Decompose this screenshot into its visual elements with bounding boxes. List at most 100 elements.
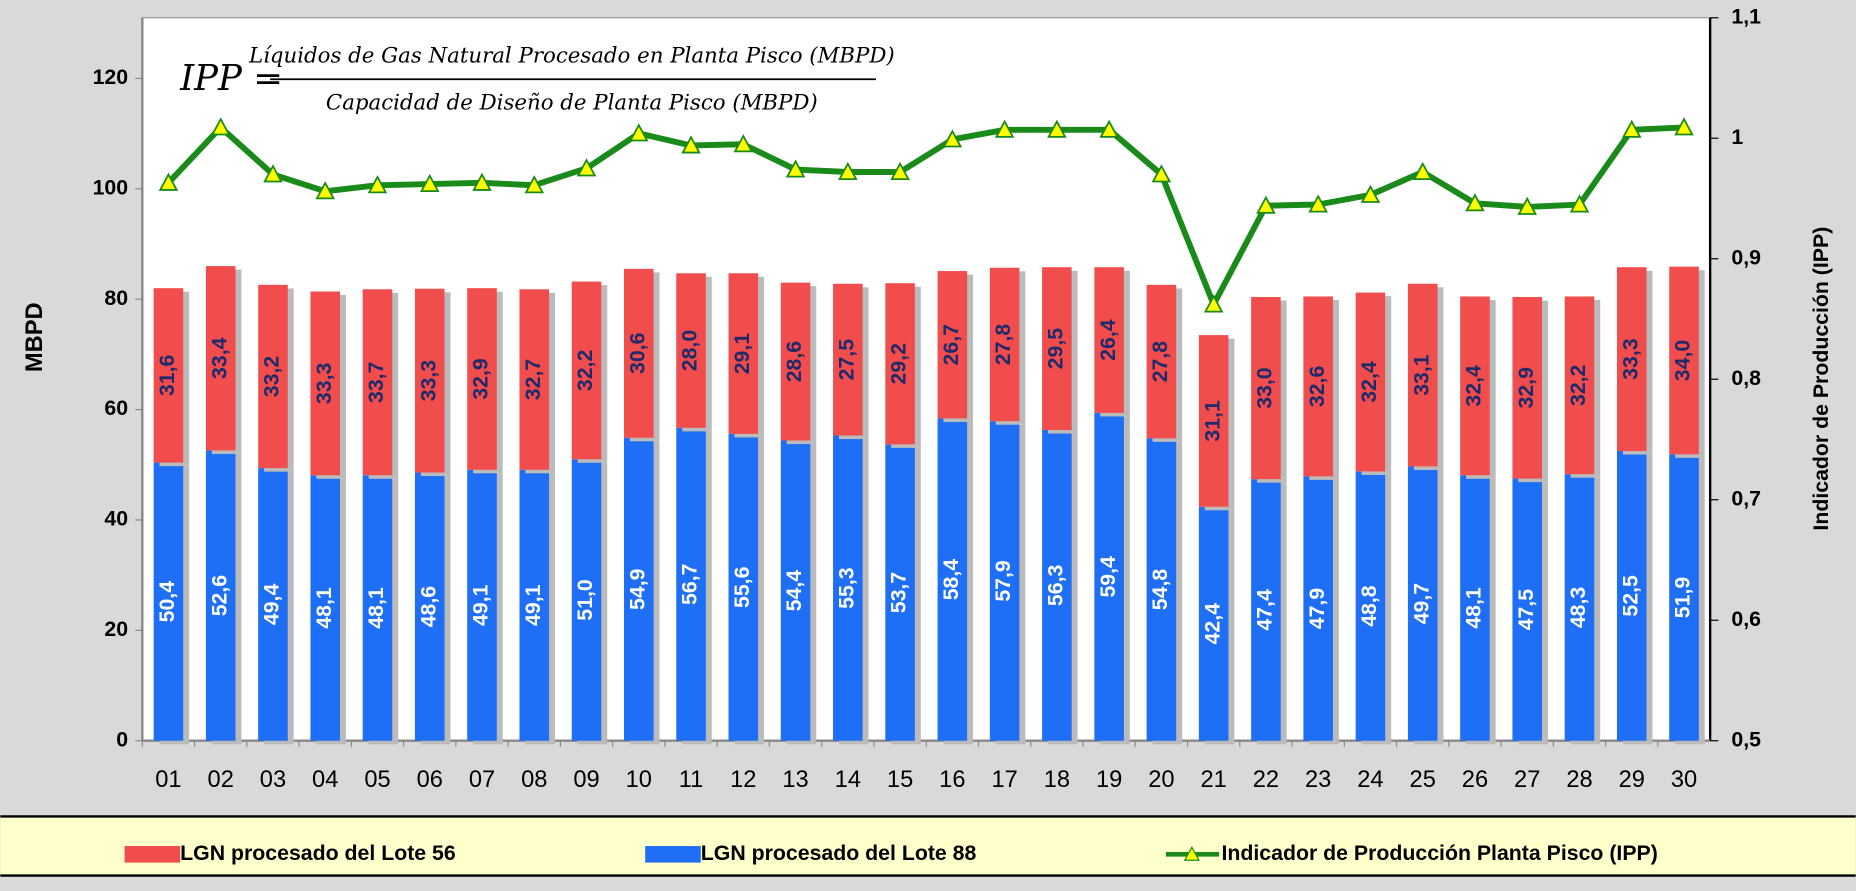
bar xyxy=(937,418,968,741)
marker xyxy=(367,175,388,194)
bar xyxy=(1198,506,1229,741)
data-label: 33,2 xyxy=(260,356,284,397)
data-label: 47,4 xyxy=(1253,589,1277,631)
bar xyxy=(1564,474,1595,741)
marker xyxy=(890,161,910,180)
plot-area xyxy=(141,17,1711,742)
bar xyxy=(1303,476,1333,741)
formula-denominator: Capacidad de Diseño de Planta Pisco (MBP… xyxy=(326,91,818,116)
x-tick-label: 11 xyxy=(679,767,704,793)
data-label: 32,2 xyxy=(1566,365,1590,406)
x-tick-label: 07 xyxy=(469,767,495,793)
marker xyxy=(472,172,492,191)
data-label: 56,3 xyxy=(1044,564,1068,606)
y-tick-label: 0 xyxy=(116,727,128,751)
marker xyxy=(629,123,649,142)
data-label: 27,8 xyxy=(991,324,1015,366)
marker xyxy=(210,117,231,136)
x-tick-label: 04 xyxy=(312,767,338,793)
data-label: 29,5 xyxy=(1044,328,1068,370)
y2-axis-title: Indicador de Producción (IPP) xyxy=(1809,227,1833,531)
x-tick-label: 20 xyxy=(1148,767,1174,793)
bar xyxy=(571,281,602,460)
marker xyxy=(838,161,858,180)
bar xyxy=(1355,292,1386,472)
data-label: 30,6 xyxy=(625,332,649,374)
bar xyxy=(1669,454,1699,741)
bar xyxy=(467,288,497,470)
data-label: 49,1 xyxy=(521,584,545,626)
data-label: 29,2 xyxy=(887,343,911,384)
data-label: 33,7 xyxy=(364,362,388,403)
bar xyxy=(414,472,445,741)
legend-swatch xyxy=(645,846,701,863)
bar xyxy=(1146,284,1177,439)
bar xyxy=(1616,267,1647,451)
line xyxy=(166,124,1685,308)
data-label: 48,8 xyxy=(1357,585,1381,627)
data-label: 54,9 xyxy=(625,568,649,610)
data-label: 32,2 xyxy=(573,350,597,391)
bar xyxy=(205,266,236,451)
data-label: 32,4 xyxy=(1462,365,1486,407)
bar xyxy=(623,437,654,741)
marker xyxy=(158,172,179,191)
x-tick-label: 16 xyxy=(939,767,965,793)
data-label: 32,9 xyxy=(469,358,493,400)
y-tick-label: 100 xyxy=(93,175,129,199)
bar xyxy=(1512,297,1543,479)
bar xyxy=(833,435,863,741)
data-label: 51,0 xyxy=(573,579,597,620)
marker xyxy=(576,158,597,177)
bar xyxy=(1303,296,1333,477)
data-label: 48,1 xyxy=(1462,587,1486,629)
bar xyxy=(310,291,341,476)
bar xyxy=(728,433,759,741)
bar xyxy=(1355,471,1386,741)
data-label: 59,4 xyxy=(1096,556,1120,598)
data-label: 52,6 xyxy=(207,575,231,617)
bar xyxy=(885,444,915,741)
bar xyxy=(1407,283,1438,467)
bar xyxy=(519,289,550,470)
bar xyxy=(1198,335,1229,507)
x-tick-label: 18 xyxy=(1044,767,1070,793)
x-tick-label: 27 xyxy=(1514,767,1540,793)
formula-lhs: IPP = xyxy=(179,58,283,99)
bar xyxy=(937,271,968,419)
x-tick-label: 30 xyxy=(1671,767,1697,793)
x-tick-label: 01 xyxy=(155,767,181,793)
data-label: 49,1 xyxy=(469,584,493,626)
y2-tick-label: 0,7 xyxy=(1731,486,1761,510)
bar xyxy=(362,289,393,476)
x-tick-label: 24 xyxy=(1357,767,1383,793)
data-label: 31,1 xyxy=(1200,400,1224,442)
data-label: 54,8 xyxy=(1148,569,1172,611)
bar xyxy=(153,288,184,463)
bar xyxy=(258,284,288,469)
data-label: 27,5 xyxy=(834,339,858,381)
y2-tick-label: 0,8 xyxy=(1731,366,1761,390)
bar xyxy=(1042,430,1072,741)
marker xyxy=(1674,117,1694,136)
legend-label: LGN procesado del Lote 88 xyxy=(701,841,977,865)
x-tick-label: 14 xyxy=(835,767,861,793)
marker xyxy=(1621,119,1642,138)
data-label: 48,1 xyxy=(312,587,336,629)
bar xyxy=(1512,478,1543,741)
bar xyxy=(1407,466,1438,741)
data-label: 32,7 xyxy=(521,359,545,400)
bar xyxy=(1094,267,1124,413)
marker xyxy=(315,181,335,200)
x-tick-label: 12 xyxy=(730,767,756,793)
bar xyxy=(519,469,550,741)
x-tick-label: 09 xyxy=(573,767,599,793)
marker xyxy=(1465,193,1485,212)
data-label: 52,5 xyxy=(1618,575,1642,617)
y-tick-label: 120 xyxy=(93,65,129,89)
data-label: 26,7 xyxy=(939,324,963,365)
data-label: 27,8 xyxy=(1148,341,1172,383)
bar xyxy=(1094,412,1124,741)
data-label: 47,5 xyxy=(1514,589,1538,631)
marker xyxy=(942,129,963,148)
